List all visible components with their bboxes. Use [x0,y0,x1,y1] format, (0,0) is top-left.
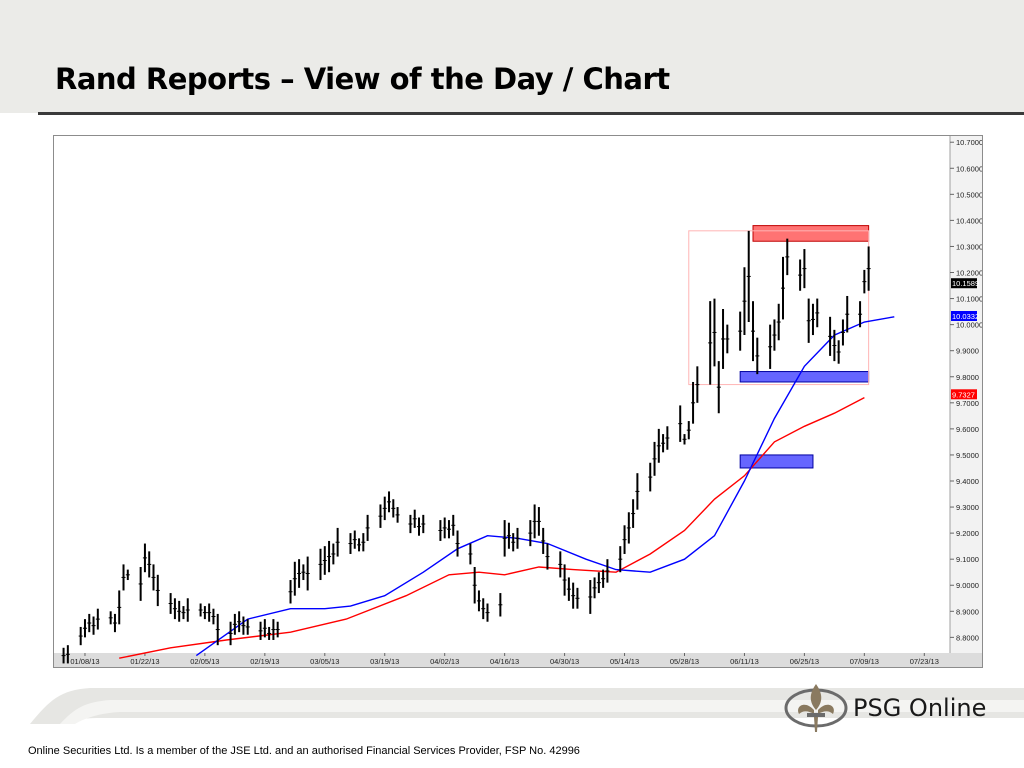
footer-disclaimer: Online Securities Ltd. Is a member of th… [28,745,580,757]
y-tick-label: 9.5000 [956,451,979,460]
y-tick-label: 9.0000 [956,581,979,590]
resistance-zone [752,225,870,242]
y-tick-label: 10.4000 [956,216,982,225]
y-tick-label: 9.1000 [956,555,979,564]
y-tick-label: 9.7000 [956,399,979,408]
psg-online-logo: PSG Online [783,680,1003,736]
y-tick-label: 9.4000 [956,477,979,486]
x-tick-label: 01/22/13 [130,657,159,666]
y-tick-label: 10.7000 [956,138,982,147]
support-zone [739,454,814,469]
y-axis-panel [950,136,982,667]
y-tick-label: 9.6000 [956,425,979,434]
x-tick-label: 07/23/13 [910,657,939,666]
y-tick-label: 10.0000 [956,321,982,330]
y-tick-label: 10.6000 [956,164,982,173]
x-tick-label: 06/25/13 [790,657,819,666]
chart-panel: 8.8000 8.9000 9.0000 9.1000 9.2000 9.3000 9.40… [53,135,983,668]
x-tick-label: 04/16/13 [490,657,519,666]
price-chart: 8.8000 8.9000 9.0000 9.1000 9.2000 9.3000 9.40… [54,136,982,667]
red-ma-price-label-box [951,389,977,400]
x-tick-label: 04/02/13 [430,657,459,666]
y-tick-label: 8.8000 [956,633,979,642]
fleur-de-lis-icon [784,684,848,732]
y-tick-label: 9.2000 [956,529,979,538]
x-tick-label: 07/09/13 [850,657,879,666]
red-ma-price-label: 9.7327 [952,390,975,399]
blue-moving-average-line [195,316,895,657]
y-tick-label: 10.1000 [956,295,982,304]
y-tick-label: 9.9000 [956,347,979,356]
y-tick-label: 10.2000 [956,269,982,278]
x-tick-label: 03/19/13 [370,657,399,666]
y-tick-label: 8.9000 [956,607,979,616]
x-tick-label: 02/19/13 [250,657,279,666]
blue-ma-price-label-box [951,310,977,321]
page-title: Rand Reports – View of the Day / Chart [55,62,670,96]
y-tick-label: 10.3000 [956,242,982,251]
x-axis-panel [54,653,982,667]
x-tick-label: 05/28/13 [670,657,699,666]
x-tick-label: 04/30/13 [550,657,579,666]
y-tick-label: 10.5000 [956,190,982,199]
range-box [688,230,870,386]
x-tick-label: 03/05/13 [310,657,339,666]
x-tick-label: 02/05/13 [190,657,219,666]
x-tick-label: 05/14/13 [610,657,639,666]
y-tick-label: 9.3000 [956,503,979,512]
blue-ma-price-label: 10.0332 [952,312,979,321]
title-divider [38,112,1024,115]
last-price-label-box [951,278,977,289]
red-moving-average-line [119,396,865,659]
y-tick-label: 9.8000 [956,373,979,382]
slide-header [0,0,1024,113]
support-zone [739,371,870,383]
footer-swoosh [30,688,1024,724]
x-tick-label: 01/08/13 [70,657,99,666]
x-tick-label: 06/11/13 [730,657,759,666]
logo-text: PSG Online [853,694,987,722]
last-price-label: 10.1589 [952,279,979,288]
